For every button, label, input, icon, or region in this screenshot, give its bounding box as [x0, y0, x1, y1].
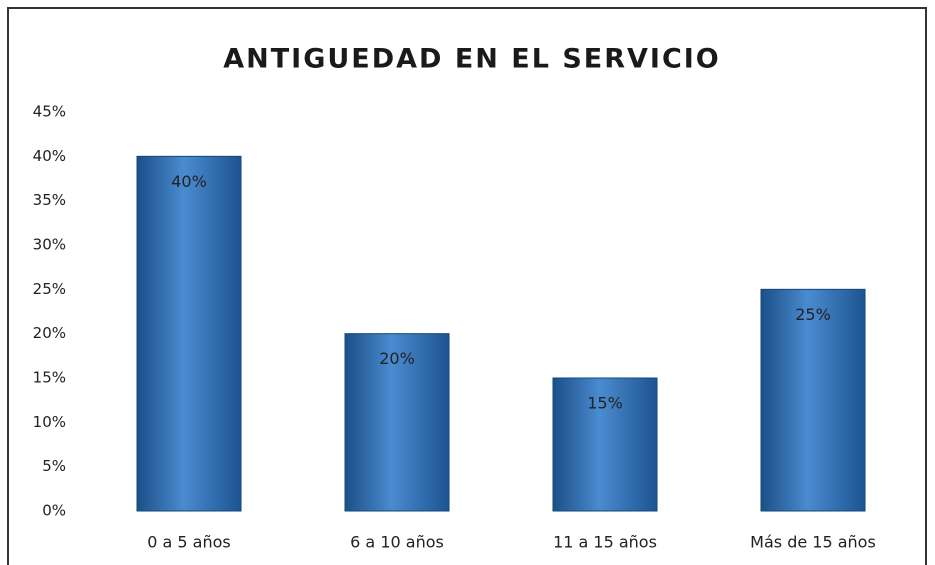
y-tick-label: 30%	[33, 236, 66, 254]
value-label: 15%	[587, 394, 623, 413]
bar	[760, 288, 866, 512]
x-tick-label: Más de 15 años	[750, 533, 876, 552]
y-tick-label: 0%	[42, 502, 66, 520]
y-tick-label: 40%	[33, 147, 66, 165]
frame	[7, 7, 927, 565]
y-tick-label: 25%	[33, 280, 66, 298]
y-tick-label: 10%	[33, 413, 66, 431]
y-tick-label: 20%	[33, 324, 66, 342]
y-tick-label: 45%	[33, 103, 66, 121]
bar	[344, 333, 450, 512]
value-label: 20%	[379, 349, 415, 368]
bar	[136, 155, 242, 512]
x-tick-label: 11 a 15 años	[553, 533, 657, 552]
value-label: 40%	[171, 172, 207, 191]
bar	[552, 377, 658, 512]
chart-title: ANTIGUEDAD EN EL SERVICIO	[223, 44, 721, 75]
y-tick-label: 5%	[42, 457, 66, 475]
x-tick-label: 6 a 10 años	[350, 533, 444, 552]
x-tick-label: 0 a 5 años	[147, 533, 231, 552]
value-label: 25%	[795, 305, 831, 324]
y-tick-label: 35%	[33, 191, 66, 209]
y-tick-label: 15%	[33, 369, 66, 387]
